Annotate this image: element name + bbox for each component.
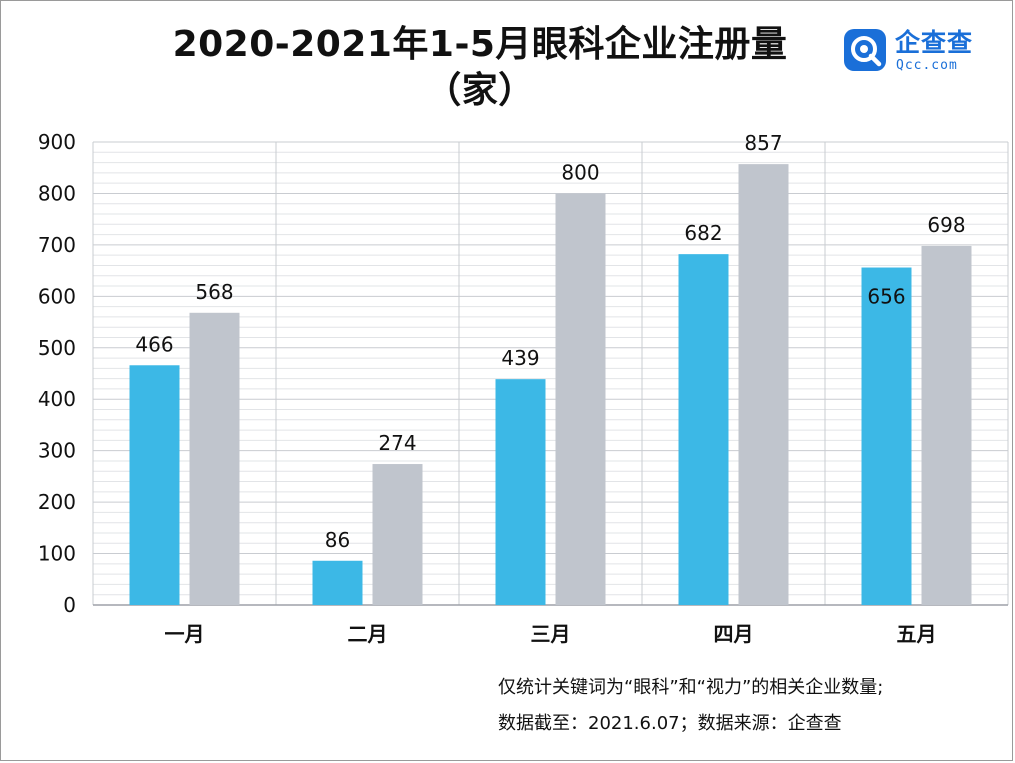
x-tick-label: 二月 xyxy=(348,622,388,646)
footnote-source: 数据截至：2021.6.07；数据来源：企查查 xyxy=(498,713,842,734)
bar-series2-3 xyxy=(555,193,606,605)
magnifier-q-icon xyxy=(844,29,886,71)
y-tick-label: 200 xyxy=(38,490,76,514)
bar-series1-2 xyxy=(312,560,363,605)
y-tick-label: 300 xyxy=(38,439,76,463)
bar-series1-3 xyxy=(495,379,546,605)
data-label: 698 xyxy=(927,213,965,237)
data-label: 568 xyxy=(195,280,233,304)
data-label: 274 xyxy=(378,431,416,455)
x-tick-label: 五月 xyxy=(897,622,937,646)
y-tick-label: 400 xyxy=(38,387,76,411)
data-label: 800 xyxy=(561,160,599,184)
x-tick-label: 四月 xyxy=(714,622,754,646)
bar-series1-5 xyxy=(861,267,912,605)
y-tick-label: 900 xyxy=(38,130,76,154)
logo-name-en: Qcc.com xyxy=(896,58,958,73)
data-label: 439 xyxy=(501,346,539,370)
data-label: 857 xyxy=(744,131,782,155)
chart-title: 2020-2021年1-5月眼科企业注册量 （家） xyxy=(120,22,840,114)
y-tick-label: 700 xyxy=(38,233,76,257)
y-tick-label: 500 xyxy=(38,336,76,360)
bar-series2-2 xyxy=(372,464,423,605)
x-tick-label: 一月 xyxy=(165,622,205,646)
data-label: 656 xyxy=(867,285,905,309)
bar-series2-5 xyxy=(921,245,972,605)
y-tick-label: 800 xyxy=(38,181,76,205)
chart-title-line2: （家） xyxy=(425,70,535,111)
bar-series1-4 xyxy=(678,254,729,605)
chart-title-line1: 2020-2021年1-5月眼科企业注册量 xyxy=(172,24,788,65)
data-label: 466 xyxy=(135,332,173,356)
y-tick-label: 600 xyxy=(38,284,76,308)
footnote-scope: 仅统计关键词为“眼科”和“视力”的相关企业数量; xyxy=(498,677,884,698)
bar-series1-1 xyxy=(129,365,180,605)
bar-series2-1 xyxy=(189,312,240,605)
y-tick-label: 0 xyxy=(63,593,76,617)
y-tick-label: 100 xyxy=(38,542,76,566)
logo-name-cn: 企查查 xyxy=(895,28,974,57)
bar-series2-4 xyxy=(738,164,789,606)
x-tick-label: 三月 xyxy=(531,622,571,646)
qcc-logo: 企查查 Qcc.com xyxy=(843,28,993,74)
data-label: 86 xyxy=(325,528,350,552)
data-label: 682 xyxy=(684,221,722,245)
